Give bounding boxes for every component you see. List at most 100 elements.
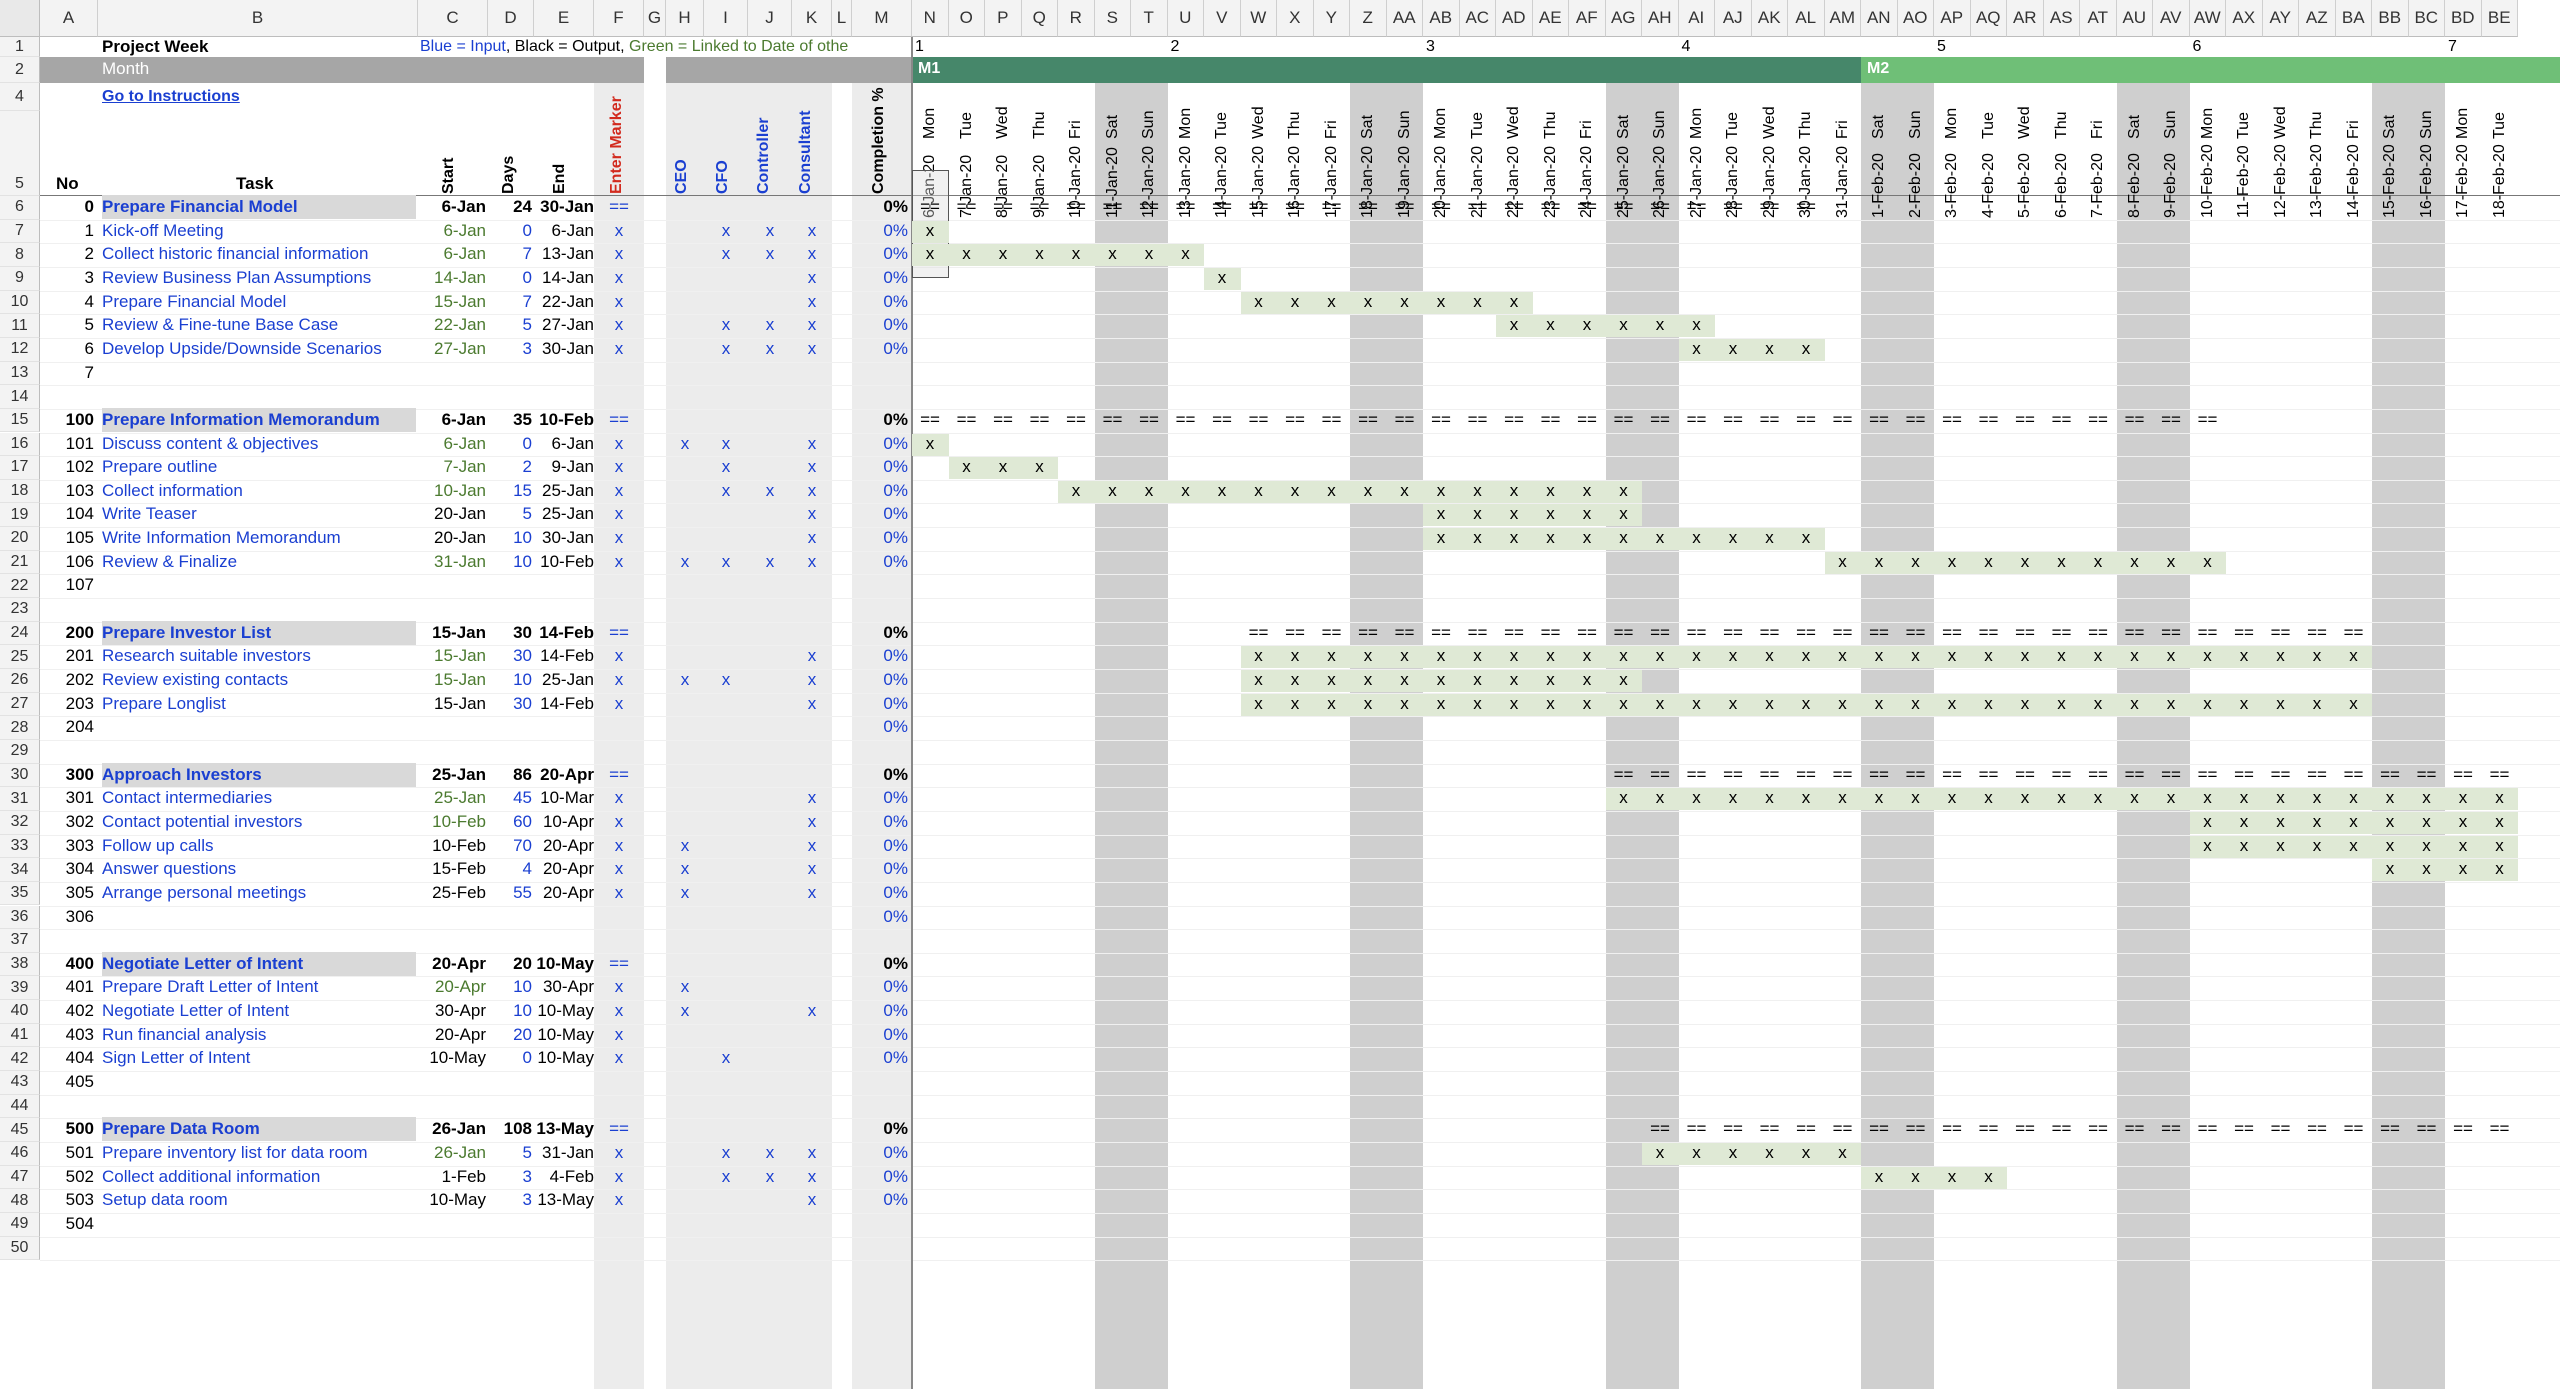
task-name[interactable]: Review & Finalize [102,551,238,571]
start-date[interactable]: 10-Feb [432,835,486,855]
marker-symbol[interactable]: x [614,811,624,831]
column-header-ae[interactable]: AE [1532,0,1569,37]
start-date[interactable]: 26-Jan [432,1119,486,1139]
role-ceo-mark[interactable]: x [680,977,690,997]
role-cons-mark[interactable]: x [807,433,817,453]
duration-days[interactable]: 2 [522,457,532,477]
row-header-27[interactable]: 27 [0,692,40,717]
duration-days[interactable]: 3 [522,1190,532,1210]
role-ceo-mark[interactable]: x [680,882,690,902]
row-header-30[interactable]: 30 [0,763,40,788]
date-header[interactable]: 18-Feb-20 [2490,144,2508,218]
phase-name[interactable]: Approach Investors [102,762,416,787]
row-header-23[interactable]: 23 [0,598,40,622]
column-header-be[interactable]: BE [2481,0,2518,37]
start-date[interactable]: 15-Jan [434,693,486,713]
duration-days[interactable]: 10 [513,977,532,997]
task-name[interactable]: Prepare Longlist [102,693,226,713]
completion-percent[interactable]: 0% [883,528,908,548]
row-header-13[interactable]: 13 [0,361,40,386]
start-date[interactable]: 30-Apr [434,1001,486,1021]
start-date[interactable]: 31-Jan [434,551,486,571]
duration-days[interactable]: 10 [513,1001,532,1021]
role-cons-mark[interactable]: x [807,646,817,666]
role-cons-mark[interactable]: x [807,267,817,287]
task-name[interactable]: Collect historic financial information [102,244,369,264]
date-header[interactable]: 2-Feb-20 [1906,153,1924,218]
start-date[interactable]: 22-Jan [434,315,486,335]
completion-percent[interactable]: 0% [883,338,908,358]
column-header-ai[interactable]: AI [1678,0,1715,37]
duration-days[interactable]: 5 [522,504,532,524]
completion-percent[interactable]: 0% [883,622,908,642]
start-date[interactable]: 15-Jan [434,670,486,689]
marker-symbol[interactable]: == [609,622,629,642]
completion-percent[interactable]: 0% [883,267,908,287]
start-date[interactable]: 15-Jan [434,646,486,666]
column-header-e[interactable]: E [534,0,594,37]
column-header-u[interactable]: U [1167,0,1204,37]
task-name[interactable]: Prepare inventory list for data room [102,1143,368,1162]
start-date[interactable]: 6-Jan [443,220,486,240]
column-header-b[interactable]: B [98,0,418,37]
marker-symbol[interactable]: == [609,764,629,784]
role-cfo-mark[interactable]: x [721,1048,731,1068]
row-header-45[interactable]: 45 [0,1118,40,1142]
row-header-36[interactable]: 36 [0,905,40,930]
task-name[interactable]: Arrange personal meetings [102,882,307,902]
column-header-y[interactable]: Y [1313,0,1350,37]
column-header-aj[interactable]: AJ [1715,0,1752,37]
marker-symbol[interactable]: x [614,291,624,311]
completion-percent[interactable]: 0% [883,1119,908,1139]
role-ceo-mark[interactable]: x [680,1001,690,1021]
completion-percent[interactable]: 0% [883,788,908,808]
marker-symbol[interactable]: x [614,882,624,902]
duration-days[interactable]: 45 [513,788,532,808]
marker-symbol[interactable]: == [609,197,629,216]
row-header-32[interactable]: 32 [0,810,40,835]
duration-days[interactable]: 0 [522,1048,532,1068]
marker-symbol[interactable]: x [614,315,624,335]
completion-percent[interactable]: 0% [883,551,908,571]
duration-days[interactable]: 30 [513,646,532,666]
column-header-aq[interactable]: AQ [1970,0,2007,37]
duration-days[interactable]: 20 [513,953,532,973]
role-ctrl-mark[interactable]: x [765,1143,775,1162]
row-header-2[interactable]: 2 [0,57,40,83]
date-header[interactable]: 9-Feb-20 [2162,153,2179,218]
task-name[interactable]: Write Teaser [102,504,197,524]
duration-days[interactable]: 55 [513,882,532,902]
duration-days[interactable]: 30 [513,622,532,642]
marker-symbol[interactable]: x [614,244,624,264]
marker-symbol[interactable]: x [614,457,624,477]
completion-percent[interactable]: 0% [883,859,908,879]
duration-days[interactable]: 60 [513,811,532,831]
role-cons-mark[interactable]: x [807,528,817,548]
row-header-14[interactable]: 14 [0,385,40,409]
date-header[interactable]: 16-Feb-20 [2417,144,2435,218]
row-header-31[interactable]: 31 [0,787,40,811]
date-header[interactable]: 6-Feb-20 [2052,153,2070,218]
task-name[interactable]: Contact intermediaries [102,788,273,808]
role-cons-mark[interactable]: x [807,504,817,524]
column-header-q[interactable]: Q [1021,0,1058,37]
completion-percent[interactable]: 0% [883,906,908,926]
row-header-7[interactable]: 7 [0,219,40,244]
column-header-ap[interactable]: AP [1934,0,1971,37]
role-cons-mark[interactable]: x [807,670,817,689]
duration-days[interactable]: 70 [513,835,532,855]
marker-symbol[interactable]: x [614,977,624,997]
duration-days[interactable]: 108 [503,1119,532,1139]
start-date[interactable]: 15-Jan [434,291,486,311]
column-header-k[interactable]: K [792,0,832,37]
row-header-11[interactable]: 11 [0,314,40,338]
marker-symbol[interactable]: == [609,953,629,973]
row-header-33[interactable]: 33 [0,834,40,859]
marker-symbol[interactable]: x [614,835,624,855]
date-header[interactable]: 17-Feb-20 [2454,144,2471,218]
task-name[interactable]: Sign Letter of Intent [102,1048,251,1068]
duration-days[interactable]: 0 [522,220,532,240]
duration-days[interactable]: 0 [522,433,532,453]
start-date[interactable]: 10-May [429,1048,486,1068]
role-ctrl-mark[interactable]: x [765,1166,775,1186]
